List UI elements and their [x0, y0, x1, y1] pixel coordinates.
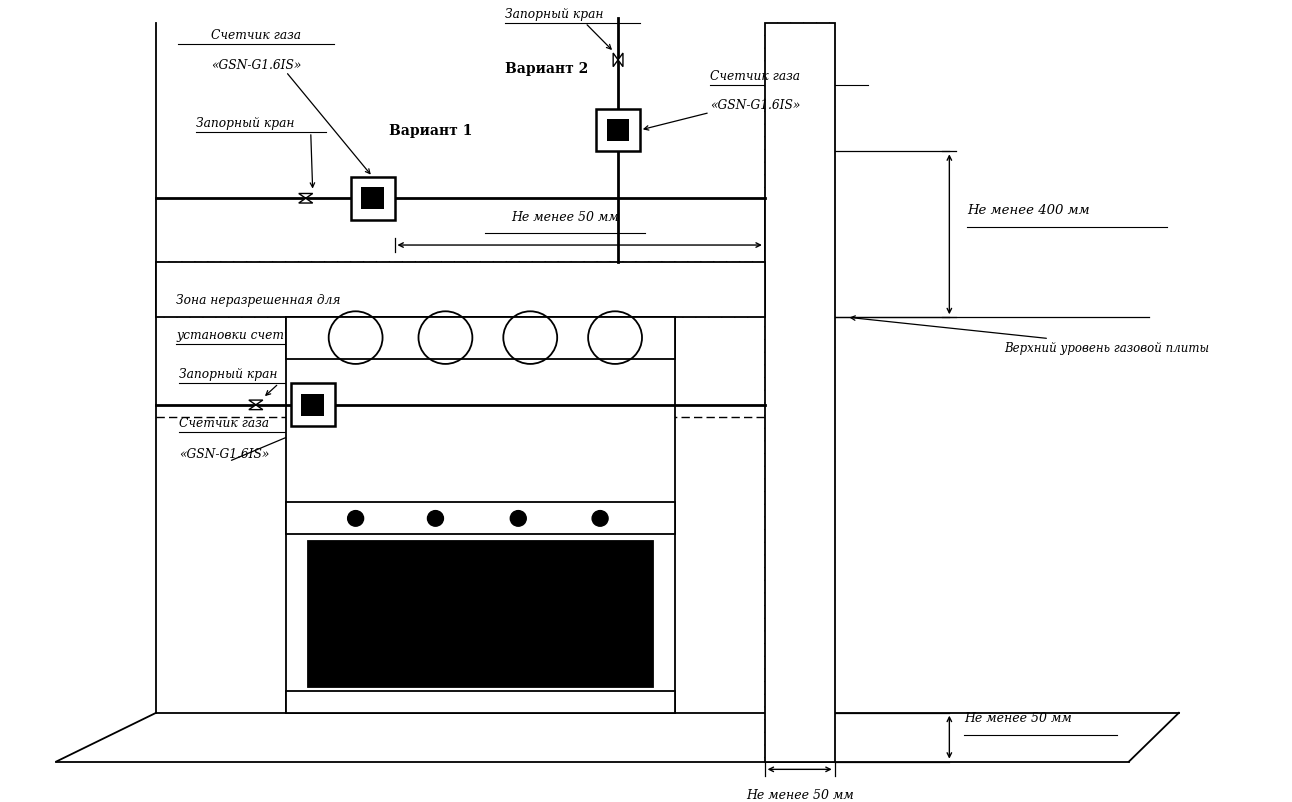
- Bar: [765, 22, 835, 762]
- Text: «GSN-G1.6IS»: «GSN-G1.6IS»: [709, 99, 800, 112]
- Text: Не менее 50 мм: Не менее 50 мм: [510, 211, 619, 224]
- Polygon shape: [249, 400, 262, 410]
- Text: Запорный кран: Запорный кран: [180, 368, 278, 382]
- Text: «GSN-G1.6IS»: «GSN-G1.6IS»: [211, 59, 301, 71]
- Text: Не менее 50 мм: Не менее 50 мм: [745, 789, 854, 802]
- Bar: [156, 261, 765, 317]
- FancyBboxPatch shape: [350, 176, 394, 220]
- Bar: [301, 394, 324, 416]
- Text: Вариант 2: Вариант 2: [505, 63, 589, 76]
- Text: Вариант 1: Вариант 1: [389, 124, 472, 138]
- Polygon shape: [298, 193, 313, 203]
- Text: Не менее 50 мм: Не менее 50 мм: [964, 712, 1072, 726]
- FancyBboxPatch shape: [596, 108, 640, 152]
- Bar: [607, 119, 629, 141]
- Text: «GSN-G1.6IS»: «GSN-G1.6IS»: [180, 448, 269, 461]
- Polygon shape: [614, 53, 623, 67]
- FancyBboxPatch shape: [291, 383, 335, 427]
- Text: установки счетчика: установки счетчика: [176, 330, 314, 342]
- Bar: [286, 317, 674, 359]
- Circle shape: [348, 511, 363, 526]
- Bar: [286, 691, 674, 713]
- Text: Запорный кран: Запорный кран: [196, 117, 295, 130]
- Text: Счетчик газа: Счетчик газа: [211, 30, 301, 43]
- Bar: [286, 317, 674, 713]
- Text: Не менее 400 мм: Не менее 400 мм: [968, 204, 1090, 217]
- Text: Счетчик газа: Счетчик газа: [180, 417, 269, 430]
- Text: Запорный кран: Запорный кран: [505, 8, 603, 21]
- Text: Зона неразрешенная для: Зона неразрешенная для: [176, 294, 341, 307]
- Circle shape: [510, 511, 526, 526]
- Text: Верхний уровень газовой плиты: Верхний уровень газовой плиты: [1004, 342, 1209, 354]
- Circle shape: [592, 511, 609, 526]
- Bar: [286, 502, 674, 534]
- Bar: [307, 541, 652, 687]
- Bar: [362, 187, 384, 209]
- Text: Счетчик газа: Счетчик газа: [709, 71, 800, 83]
- Text: Вариант 3: Вариант 3: [342, 367, 426, 382]
- Circle shape: [428, 511, 443, 526]
